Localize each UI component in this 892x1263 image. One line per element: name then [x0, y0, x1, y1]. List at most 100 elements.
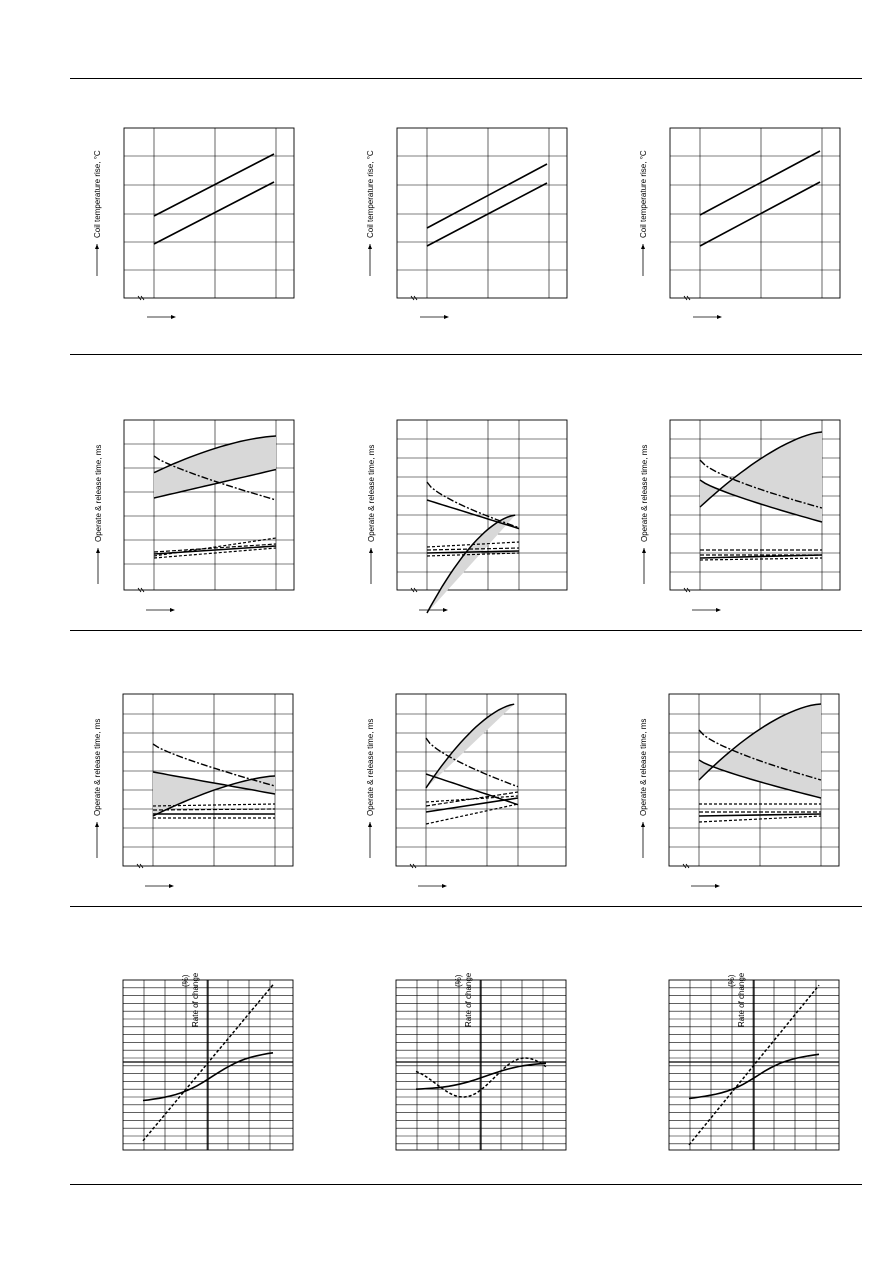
release-time-line-1 [426, 550, 520, 554]
y-axis-arrow-head [96, 548, 100, 553]
x-axis-arrow-head [169, 884, 174, 888]
operate-time-min-curve [699, 479, 823, 523]
x-axis-arrow-head [717, 315, 722, 319]
x-axis-arrow-head [716, 608, 721, 612]
release-time-line-2 [698, 813, 822, 817]
release-time-line-3 [426, 552, 520, 557]
rate-solid-curve [688, 1053, 820, 1100]
release-time-line-2 [153, 543, 277, 553]
axis-break-mark [683, 295, 691, 301]
operate-time-min-curve [426, 499, 520, 530]
y-axis-label: Coil temperature rise, °C [93, 150, 102, 238]
operate-time-min-curve [698, 759, 822, 799]
divider-row-2 [70, 630, 862, 631]
operate-time-avg-curve [698, 729, 822, 781]
operate-time-avg-curve [699, 459, 823, 509]
plot-frame [396, 419, 568, 591]
y-axis-arrow-head [368, 822, 372, 827]
axis-break-mark [410, 587, 418, 593]
y-axis-label: Operate & release time, ms [640, 444, 649, 542]
operate-time-avg-curve [426, 481, 520, 529]
coil-temp-line-2 [426, 182, 548, 247]
y-axis-arrow-head [368, 244, 372, 249]
axis-break-mark [137, 295, 145, 301]
y-axis-label: Operate & release time, ms [93, 718, 102, 816]
rate-dashed-curve [688, 984, 820, 1146]
axis-break-mark [683, 587, 691, 593]
operate-time-max-curve [153, 435, 277, 474]
operate-time-max-curve [699, 431, 823, 508]
release-time-line-1 [152, 808, 276, 811]
y-axis-arrow-head [369, 548, 373, 553]
y-axis-label: Operate & release time, ms [94, 444, 103, 542]
coil-temp-line-1 [699, 150, 821, 216]
coil-temp-line-1 [426, 163, 548, 229]
operate-time-max-curve [698, 703, 822, 781]
operate-time-band [426, 704, 515, 788]
x-axis-arrow-head [444, 315, 449, 319]
release-time-line-3 [152, 803, 276, 807]
divider-row-3 [70, 906, 862, 907]
divider-row-1 [70, 354, 862, 355]
operate-time-avg-curve [152, 743, 276, 787]
operate-time-avg-curve [425, 737, 519, 788]
y-axis-label: Operate & release time, ms [639, 718, 648, 816]
operate-time-min-curve [153, 468, 277, 499]
operate-time-band [154, 436, 276, 498]
axis-break-mark [137, 587, 145, 593]
release-time-line-1 [699, 554, 823, 559]
y-axis-arrow-head [95, 244, 99, 249]
plot-frame [396, 127, 568, 299]
percent-unit-label: (%) [454, 974, 463, 987]
x-axis-arrow-head [443, 608, 448, 612]
release-time-line-2 [425, 797, 519, 813]
percent-unit-label: (%) [727, 974, 736, 987]
rate-of-change-label: Rate of change [737, 972, 746, 1027]
plot-frame [395, 693, 567, 867]
y-axis-label: Coil temperature rise, °C [639, 150, 648, 238]
release-time-line-4 [426, 541, 520, 548]
coil-temp-line-2 [153, 181, 275, 245]
release-time-line-2 [426, 547, 520, 551]
x-axis-arrow-head [442, 884, 447, 888]
release-time-line-3 [153, 547, 277, 559]
divider-bottom [70, 1184, 862, 1185]
y-axis-arrow-head [642, 548, 646, 553]
operate-time-min-curve [152, 771, 276, 795]
release-time-line-4 [425, 803, 519, 825]
operate-time-max-curve [425, 703, 515, 789]
x-axis-arrow-head [715, 884, 720, 888]
release-time-line-4 [153, 537, 277, 557]
percent-unit-label: (%) [181, 974, 190, 987]
axis-break-mark [409, 863, 417, 869]
axis-break-mark [682, 863, 690, 869]
divider-top [70, 78, 862, 79]
rate-dashed-curve [415, 1057, 547, 1098]
y-axis-label: Operate & release time, ms [367, 444, 376, 542]
y-axis-label: Coil temperature rise, °C [366, 150, 375, 238]
release-time-line-3 [698, 815, 822, 823]
rate-dashed-curve [142, 984, 274, 1142]
coil-temp-line-2 [699, 181, 821, 247]
release-time-line-3 [699, 557, 823, 561]
rate-of-change-label: Rate of change [464, 972, 473, 1027]
rate-solid-curve [142, 1052, 274, 1102]
release-time-line-3 [425, 795, 519, 803]
y-axis-arrow-head [641, 244, 645, 249]
axis-break-mark [410, 295, 418, 301]
operate-time-max-curve [152, 775, 276, 817]
x-axis-arrow-head [171, 315, 176, 319]
coil-temp-line-1 [153, 153, 275, 217]
y-axis-label: Operate & release time, ms [366, 718, 375, 816]
operate-time-avg-curve [153, 455, 277, 501]
y-axis-arrow-head [95, 822, 99, 827]
operate-time-band [699, 704, 821, 798]
plot-frame [123, 127, 295, 299]
rate-of-change-label: Rate of change [191, 972, 200, 1027]
rate-solid-curve [415, 1062, 547, 1090]
x-axis-arrow-head [170, 608, 175, 612]
axis-break-mark [136, 863, 144, 869]
operate-time-band [153, 772, 275, 816]
y-axis-arrow-head [641, 822, 645, 827]
release-time-line-1 [425, 791, 519, 807]
